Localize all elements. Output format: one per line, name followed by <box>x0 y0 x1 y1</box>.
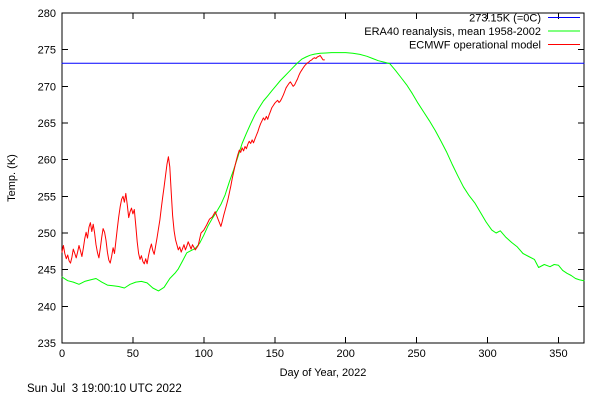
x-tick-label: 150 <box>266 348 284 360</box>
y-tick-label: 240 <box>38 301 56 313</box>
y-tick-label: 250 <box>38 228 56 240</box>
x-tick-label: 200 <box>337 348 355 360</box>
series <box>61 52 585 292</box>
y-tick-label: 255 <box>38 191 56 203</box>
x-tick-label: 0 <box>59 348 65 360</box>
legend-label-ecmwf-line: ECMWF operational model <box>409 40 541 52</box>
y-tick-label: 260 <box>38 155 56 167</box>
x-tick-label: 300 <box>478 348 496 360</box>
ecmwf-line <box>61 55 325 265</box>
plot-border <box>61 12 585 344</box>
axes: 0 50 100 150 200 250 300 350 235 240 245 250 255 260 2… <box>38 8 585 360</box>
era40-line <box>61 52 585 292</box>
y-tick-label: 280 <box>38 8 56 20</box>
legend: 273.15K (=0C)ERA40 reanalysis, mean 1958… <box>364 13 580 52</box>
y-tick-label: 265 <box>38 118 56 130</box>
y-tick-label: 275 <box>38 45 56 57</box>
legend-label-era40-line: ERA40 reanalysis, mean 1958-2002 <box>364 26 541 38</box>
y-tick-label: 245 <box>38 265 56 277</box>
y-tick-label: 270 <box>38 81 56 93</box>
x-tick-label: 50 <box>127 348 139 360</box>
y-axis-title: Temp. (K) <box>6 154 18 202</box>
x-tick-label: 350 <box>549 348 567 360</box>
y-tick-label: 235 <box>38 338 56 350</box>
timestamp: Sun Jul 3 19:00:10 UTC 2022 <box>27 383 182 395</box>
legend-label-refline-273k: 273.15K (=0C) <box>469 13 541 25</box>
x-tick-label: 250 <box>407 348 425 360</box>
x-axis-title: Day of Year, 2022 <box>280 367 367 379</box>
x-tick-label: 100 <box>195 348 213 360</box>
